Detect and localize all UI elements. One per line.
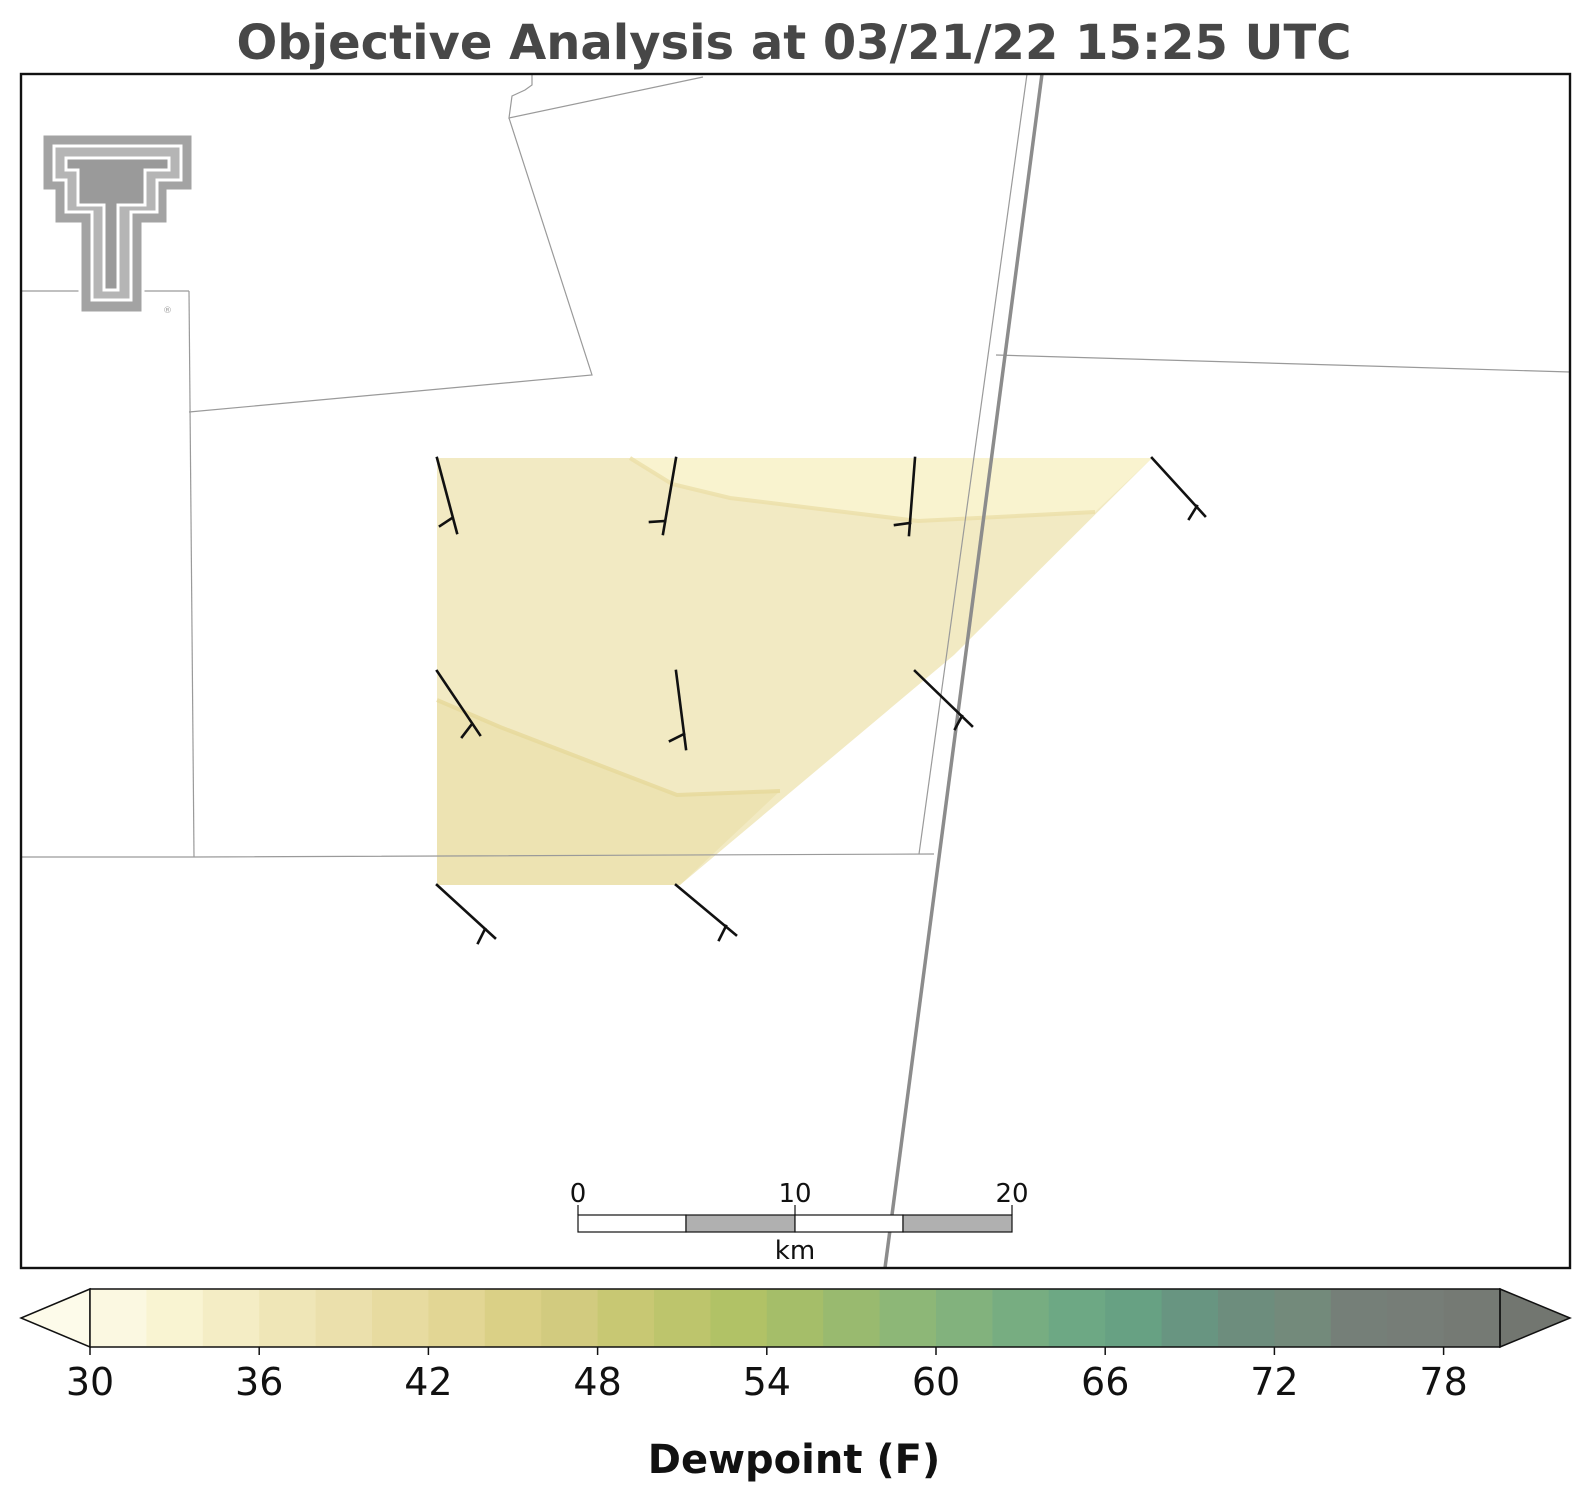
colorbar-tick-label: 60 bbox=[912, 1360, 960, 1404]
colorbar-bin bbox=[1387, 1289, 1445, 1347]
colorbar-extend-under bbox=[19, 1287, 91, 1349]
county-line-northwest bbox=[188, 117, 593, 413]
figure-title: Objective Analysis at 03/21/22 15:25 UTC bbox=[237, 15, 1352, 71]
texas-tech-logo-icon: ® bbox=[40, 132, 195, 316]
contour-band-36-38 bbox=[437, 700, 780, 885]
colorbar-tick-label: 72 bbox=[1250, 1360, 1298, 1404]
wind-barbs bbox=[435, 456, 1207, 945]
colorbar-bin bbox=[202, 1289, 260, 1347]
map-content bbox=[21, 74, 1570, 1268]
colorbar-bin bbox=[1161, 1289, 1219, 1347]
scale-bar-segment bbox=[902, 1214, 1013, 1233]
dewpoint-colorbar: 30 36 42 48 54 60 66 72 78 Dewpoint (F) bbox=[19, 1287, 1572, 1483]
colorbar-bin bbox=[710, 1289, 768, 1347]
county-line-west-vertical bbox=[188, 290, 195, 858]
scale-bar-segment bbox=[794, 1214, 904, 1233]
wind-barb bbox=[668, 669, 688, 751]
wind-barb bbox=[1150, 456, 1207, 521]
colorbar-bin bbox=[1330, 1289, 1388, 1347]
county-line-north bbox=[508, 74, 704, 119]
colorbar-bin bbox=[541, 1289, 599, 1347]
colorbar-bin bbox=[1443, 1289, 1501, 1347]
colorbar-tick-label: 54 bbox=[743, 1360, 791, 1404]
colorbar-bin bbox=[992, 1289, 1050, 1347]
colorbar-bins bbox=[90, 1289, 1501, 1347]
colorbar-bin bbox=[654, 1289, 711, 1347]
dewpoint-contour-fill bbox=[436, 456, 1152, 885]
colorbar-ticks: 30 36 42 48 54 60 66 72 78 bbox=[66, 1347, 1468, 1404]
contour-line-36 bbox=[436, 698, 781, 798]
colorbar-bin bbox=[484, 1289, 542, 1347]
colorbar-bin bbox=[90, 1289, 147, 1347]
wind-barb bbox=[435, 883, 497, 945]
wind-barb bbox=[435, 669, 482, 739]
wind-barb bbox=[674, 883, 738, 942]
colorbar-frame bbox=[89, 1288, 1501, 1348]
colorbar-bin bbox=[879, 1289, 937, 1347]
scale-bar-label-20: 20 bbox=[995, 1179, 1028, 1209]
colorbar-tick-label: 48 bbox=[573, 1360, 621, 1404]
colorbar-tick-label: 36 bbox=[235, 1360, 283, 1404]
colorbar-tick-label: 66 bbox=[1081, 1360, 1129, 1404]
colorbar-bin bbox=[823, 1289, 881, 1347]
wind-barb bbox=[648, 456, 678, 536]
contour-band-32-34 bbox=[630, 458, 1152, 521]
scale-bar-label-0: 0 bbox=[570, 1179, 587, 1209]
colorbar-tick-label: 78 bbox=[1419, 1360, 1467, 1404]
colorbar-bin bbox=[259, 1289, 317, 1347]
colorbar-tick-label: 42 bbox=[404, 1360, 452, 1404]
colorbar-bin bbox=[936, 1289, 993, 1347]
scale-bar-unit: km bbox=[775, 1236, 815, 1266]
wind-barb bbox=[435, 456, 459, 535]
colorbar-extend-over bbox=[1499, 1287, 1572, 1349]
colorbar-label: Dewpoint (F) bbox=[648, 1437, 941, 1483]
colorbar-bin bbox=[766, 1289, 824, 1347]
colorbar-bin bbox=[372, 1289, 429, 1347]
wind-barb bbox=[893, 456, 917, 537]
county-line-east bbox=[995, 354, 1570, 373]
logo-registered-mark: ® bbox=[163, 306, 172, 316]
colorbar-bin bbox=[1105, 1289, 1163, 1347]
wind-barb bbox=[913, 669, 974, 731]
colorbar-bin bbox=[1218, 1289, 1275, 1347]
county-line-diagonal bbox=[918, 74, 1028, 855]
highway-line bbox=[883, 74, 1044, 1268]
county-line-south bbox=[21, 853, 935, 858]
scale-bar-segment bbox=[577, 1214, 687, 1233]
scale-bar-segment bbox=[685, 1214, 796, 1233]
contour-line-34 bbox=[628, 456, 1096, 524]
colorbar-tick-label: 30 bbox=[66, 1360, 114, 1404]
colorbar-bin bbox=[597, 1289, 655, 1347]
colorbar-bin bbox=[1048, 1289, 1106, 1347]
colorbar-bin bbox=[146, 1289, 204, 1347]
scale-bar-label-10: 10 bbox=[778, 1179, 811, 1209]
map-frame bbox=[19, 72, 1572, 1270]
colorbar-bin bbox=[428, 1289, 486, 1347]
scale-bar: 0 10 20 km bbox=[570, 1179, 1029, 1266]
colorbar-bin bbox=[315, 1289, 373, 1347]
map-panel: ® 0 10 20 km bbox=[19, 72, 1572, 1270]
colorbar-bin bbox=[1274, 1289, 1332, 1347]
